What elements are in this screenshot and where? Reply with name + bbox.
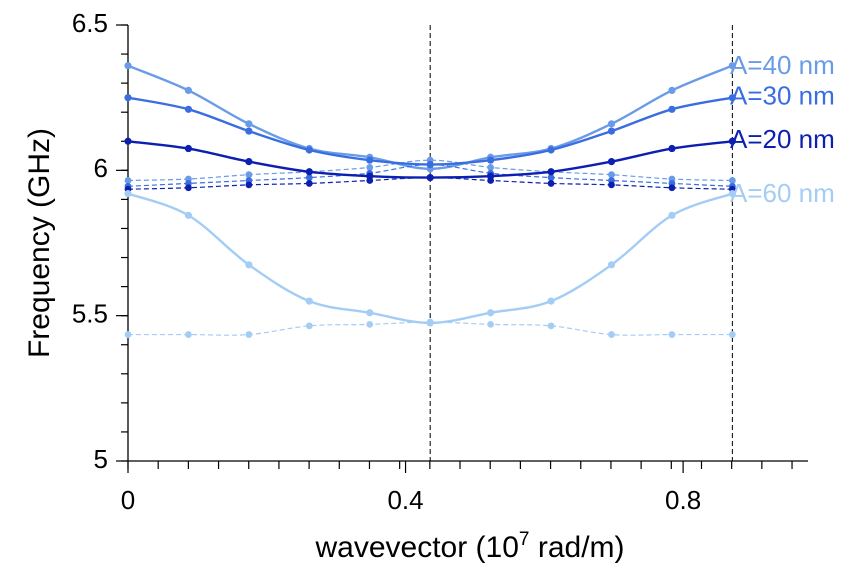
reference-lines xyxy=(429,25,733,461)
y-tick-label: 5.5 xyxy=(72,299,108,329)
series-label-a-30-nm: A=30 nm xyxy=(730,81,835,111)
x-axis-title: wavevector (107 rad/m) xyxy=(314,529,624,564)
upper-band-point xyxy=(487,156,495,164)
x-tick-label: 0 xyxy=(121,485,135,515)
x-tick-label: 0.4 xyxy=(387,485,423,515)
lower-band-point xyxy=(608,331,615,338)
lower-band-point xyxy=(487,320,495,328)
upper-band-point xyxy=(668,144,676,153)
upper-band-point xyxy=(305,297,313,305)
lower-band-point xyxy=(547,180,555,187)
upper-band-point xyxy=(426,319,434,327)
upper-band-point xyxy=(124,62,132,70)
upper-band-point xyxy=(245,127,253,135)
y-tick-label: 5 xyxy=(94,444,108,474)
upper-band-point xyxy=(184,86,193,94)
y-tick-label: 6 xyxy=(94,153,108,183)
upper-band-point xyxy=(728,62,736,70)
upper-band-point xyxy=(547,297,555,305)
lower-band-point xyxy=(366,320,374,328)
upper-band-point xyxy=(305,168,313,176)
upper-band-point xyxy=(124,189,132,198)
upper-band-point xyxy=(607,127,616,135)
lower-band-point xyxy=(305,174,313,182)
upper-band-point xyxy=(245,261,253,269)
lower-band-point xyxy=(547,322,555,330)
series-labels: A=40 nmA=30 nm A=20 nm A=60 nm xyxy=(730,50,835,208)
lower-band-point xyxy=(185,184,192,192)
upper-band-point xyxy=(184,144,193,153)
lower-band-point xyxy=(305,322,313,330)
upper-band-point xyxy=(366,156,374,164)
upper-band-point xyxy=(607,261,616,269)
lower-band-point xyxy=(245,331,253,338)
x-tick-label: 0.8 xyxy=(665,485,701,515)
upper-band-point xyxy=(184,105,193,113)
lower-band-point xyxy=(305,180,313,187)
upper-band-point xyxy=(487,309,495,317)
upper-band-point xyxy=(245,120,253,128)
series-label-a-20-nm: A=20 nm xyxy=(730,124,835,154)
upper-band-point xyxy=(607,158,616,166)
upper-band-point xyxy=(426,160,434,169)
upper-band-point xyxy=(124,137,132,145)
lower-band-point xyxy=(245,171,253,179)
upper-band-point xyxy=(668,105,676,113)
upper-band-point xyxy=(487,172,495,180)
upper-band-point xyxy=(426,174,434,182)
lower-band-point xyxy=(185,331,192,338)
x-axis-title-main: wavevector (10 xyxy=(314,531,518,564)
lower-band-point xyxy=(547,174,555,182)
upper-band-point xyxy=(245,158,253,166)
upper-band-point xyxy=(305,146,313,154)
upper-band-point xyxy=(184,211,193,219)
series-a-30-nm xyxy=(124,94,736,190)
series-a-60-nm xyxy=(124,189,736,338)
y-tick-label: 6.5 xyxy=(72,8,108,38)
upper-band-point xyxy=(124,94,132,102)
x-axis-title-exponent: 7 xyxy=(519,529,530,550)
upper-band-point xyxy=(728,137,736,145)
upper-band-point xyxy=(668,86,676,94)
upper-band-point xyxy=(728,94,736,102)
series-label-a-40-nm: A=40 nm xyxy=(730,50,835,80)
upper-band-point xyxy=(607,120,616,128)
upper-band-point xyxy=(547,168,555,176)
lower-band-point xyxy=(487,164,495,171)
lower-band-point xyxy=(608,171,615,179)
y-axis-title: Frequency (GHz) xyxy=(23,128,56,358)
upper-band-point xyxy=(668,211,676,219)
lower-band-point xyxy=(728,177,736,184)
upper-band-point xyxy=(366,309,374,317)
upper-band-point xyxy=(547,146,555,154)
upper-band-point xyxy=(366,172,374,180)
lower-band-point xyxy=(728,331,736,338)
series xyxy=(124,62,736,338)
axes xyxy=(127,25,808,462)
lower-band-point xyxy=(366,164,374,171)
lower-band-point xyxy=(124,331,132,338)
ticks: 0 0.4 0.8 5 5.5 6 6.5 xyxy=(72,8,793,515)
lower-band-point xyxy=(668,331,676,338)
lower-band-point xyxy=(668,184,676,192)
series-label-a-60-nm: A=60 nm xyxy=(730,178,835,208)
lower-band-point xyxy=(124,177,132,184)
lower-band-point xyxy=(245,181,253,189)
upper-band-point xyxy=(728,189,736,198)
lower-band-point xyxy=(608,181,615,189)
x-axis-title-suffix: rad/m) xyxy=(530,531,625,564)
